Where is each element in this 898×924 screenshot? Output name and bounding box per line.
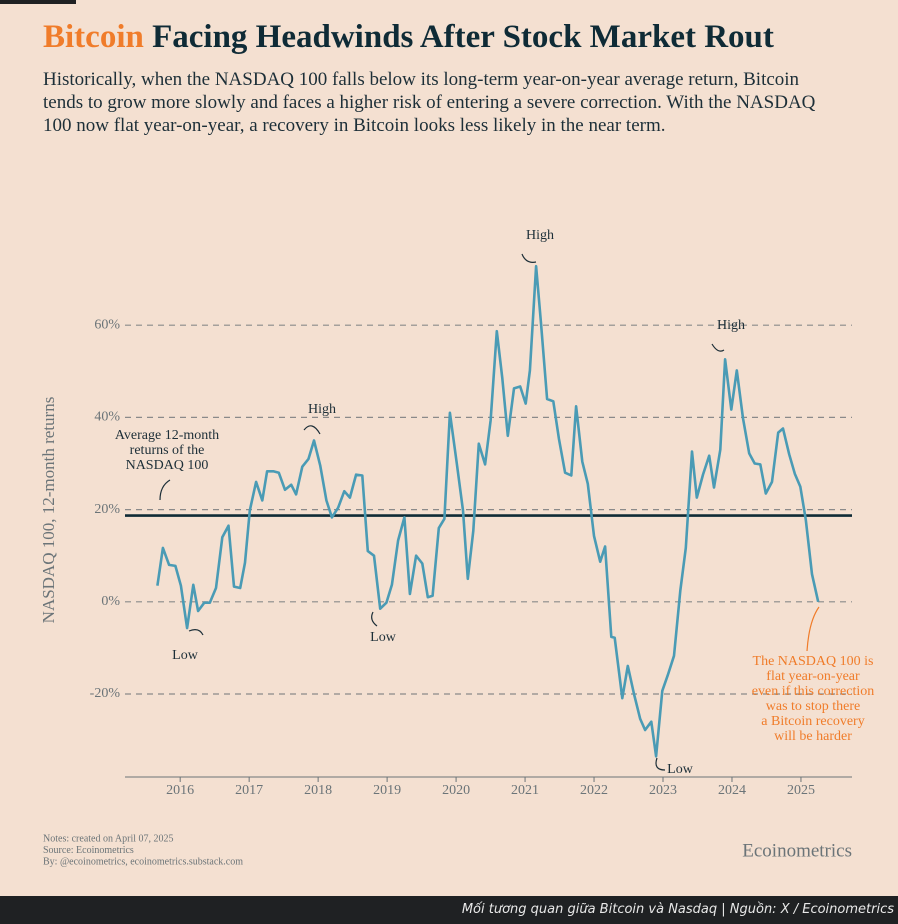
arrow — [159, 479, 171, 501]
header: Bitcoin Facing Headwinds After Stock Mar… — [43, 18, 863, 137]
title-text: Facing Headwinds After Stock Market Rout — [152, 19, 774, 55]
caption: Mối tương quan giữa Bitcoin và Nasdaq | … — [0, 896, 898, 924]
note: Source: Ecoinometrics — [43, 845, 134, 856]
x-tick-label: 2025 — [787, 783, 815, 798]
x-tick-label: 2024 — [718, 783, 746, 798]
arrow — [806, 606, 820, 652]
title: Bitcoin Facing Headwinds After Stock Mar… — [43, 18, 863, 56]
note: By: @ecoinometrics, ecoinometrics.substa… — [43, 856, 243, 867]
arrow — [711, 343, 725, 352]
arrow — [188, 629, 204, 636]
subtitle: Historically, when the NASDAQ 100 falls … — [43, 69, 816, 136]
x-tick-label: 2023 — [649, 783, 677, 798]
y-tick-label: -20% — [90, 686, 121, 701]
annotation: will be harder — [774, 729, 852, 744]
x-tick-label: 2021 — [511, 783, 539, 798]
line — [156, 264, 820, 758]
annotation: Low — [370, 630, 397, 645]
arrow — [655, 757, 666, 771]
arrow — [303, 425, 321, 435]
annotation: Low — [667, 762, 694, 777]
annotation: High — [526, 228, 554, 243]
top-bar — [0, 0, 76, 4]
y-tick-label: 20% — [94, 502, 120, 517]
annotation: a Bitcoin recovery — [761, 714, 864, 729]
y-axis-label: NASDAQ 100, 12-month returns — [39, 397, 58, 624]
arrow — [521, 253, 537, 263]
annotation: Average 12-month — [115, 428, 219, 443]
x-tick-label: 2018 — [304, 783, 332, 798]
arrows — [159, 253, 725, 771]
x-tick-label: 2019 — [373, 783, 401, 798]
note: Notes: created on April 07, 2025 — [43, 833, 174, 844]
chart: -20% 0% 20% 40% 60% 2016 2017 2018 2019 2020 2021 2… — [39, 228, 874, 867]
y-tick-label: 0% — [101, 594, 120, 609]
brand: Ecoinometrics — [742, 840, 852, 861]
annotation: High — [308, 402, 336, 417]
arrow — [371, 611, 378, 627]
annotation: flat year-on-year — [766, 669, 860, 684]
annotation: High — [717, 318, 745, 333]
title-highlight: Bitcoin — [43, 19, 144, 55]
annotation: Low — [172, 648, 199, 663]
annotation: even if this correction — [752, 684, 874, 699]
x-tick-label: 2017 — [235, 783, 263, 798]
x-tick-label: 2016 — [166, 783, 194, 798]
y-tick-label: 60% — [94, 317, 120, 332]
y-tick-label: 40% — [94, 410, 120, 425]
annotation: NASDAQ 100 — [126, 458, 209, 473]
annotation: returns of the — [130, 443, 205, 458]
x-tick-label: 2022 — [580, 783, 608, 798]
annotation: was to stop there — [766, 699, 860, 714]
annotation: The NASDAQ 100 is — [753, 654, 874, 669]
x-tick-label: 2020 — [442, 783, 470, 798]
